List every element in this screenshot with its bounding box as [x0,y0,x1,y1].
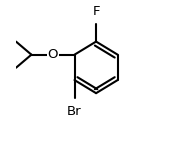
Text: Br: Br [67,105,82,118]
Text: F: F [92,6,100,18]
Text: O: O [48,48,58,61]
